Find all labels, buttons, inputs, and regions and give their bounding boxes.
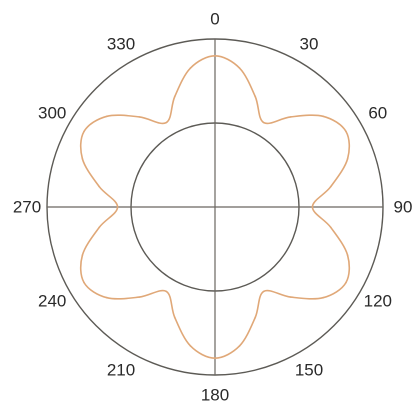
data-point: [116, 206, 119, 208]
data-point: [254, 95, 257, 98]
angle-label-120: 120: [364, 292, 392, 311]
data-point: [346, 157, 349, 160]
angle-label-180: 180: [201, 386, 229, 402]
data-point: [329, 226, 332, 229]
angle-label-0: 0: [210, 10, 219, 29]
data-point: [329, 185, 332, 188]
data-point: [173, 95, 176, 98]
data-point: [262, 290, 265, 293]
angle-label-270: 270: [13, 198, 41, 217]
data-point: [138, 116, 141, 118]
angle-label-240: 240: [38, 292, 66, 311]
data-point: [322, 115, 324, 118]
angle-label-330: 330: [107, 35, 135, 54]
data-point: [346, 254, 349, 257]
data-point: [311, 206, 314, 208]
data-point: [173, 316, 176, 319]
data-point: [189, 67, 192, 69]
data-point: [345, 281, 347, 284]
angle-label-210: 210: [107, 360, 135, 379]
data-point: [214, 357, 216, 360]
data-point: [254, 316, 257, 319]
data-point: [238, 345, 241, 347]
angle-label-60: 60: [368, 104, 387, 123]
angle-label-150: 150: [295, 360, 323, 379]
angle-label-90: 90: [394, 198, 413, 217]
angle-label-300: 300: [38, 104, 66, 123]
data-point: [262, 121, 265, 124]
data-point: [106, 296, 108, 299]
data-point: [189, 345, 192, 347]
angle-label-30: 30: [300, 35, 319, 54]
data-point: [238, 67, 241, 69]
data-point: [98, 226, 101, 229]
data-point: [214, 54, 216, 57]
data-point: [165, 121, 168, 124]
data-point: [83, 130, 85, 133]
curve-layer: [79, 54, 351, 360]
data-point: [138, 296, 141, 298]
data-point: [289, 296, 292, 298]
data-point: [345, 130, 347, 133]
angle-label-layer: 0 30 60 90 120 150 180 210 240 270 300 330: [13, 10, 413, 402]
data-point: [81, 157, 84, 160]
data-point: [98, 185, 101, 188]
data-point: [165, 290, 168, 293]
data-point: [81, 254, 84, 257]
data-point: [289, 116, 292, 118]
data-point: [322, 296, 324, 299]
data-point: [83, 281, 85, 284]
data-point: [106, 115, 108, 118]
